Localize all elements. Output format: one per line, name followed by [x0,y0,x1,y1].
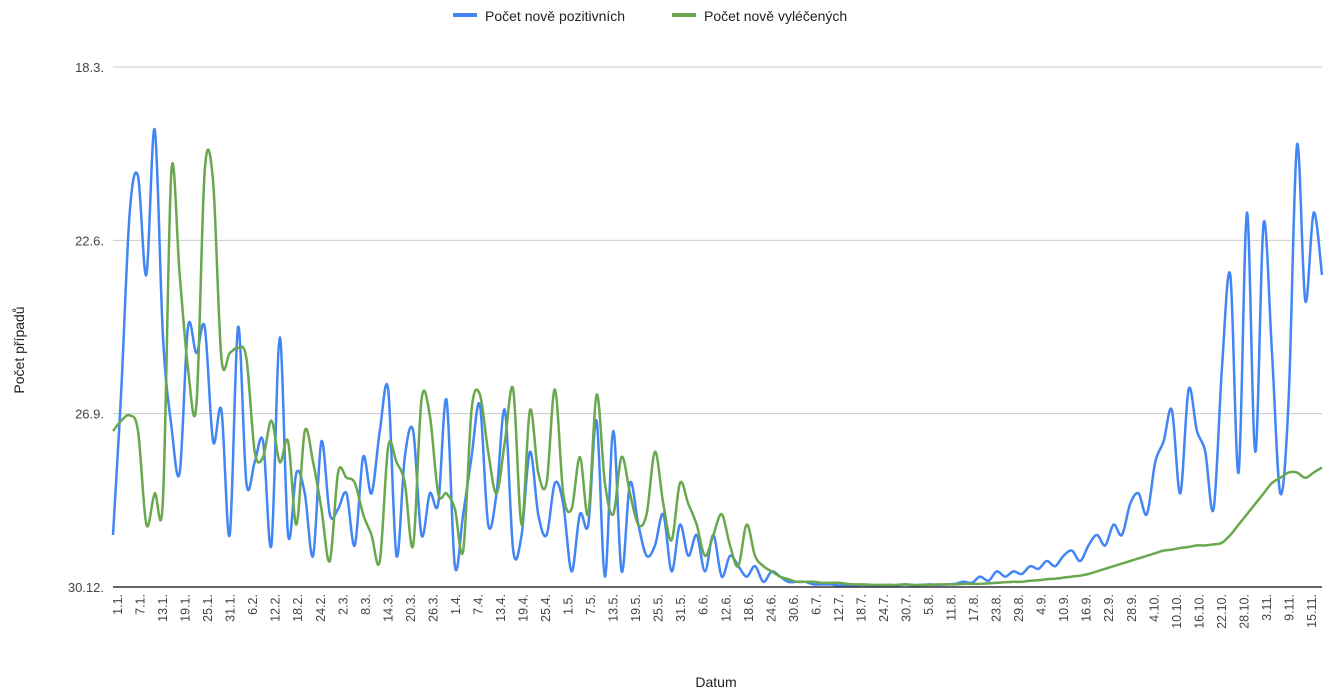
x-tick-label: 13.4. [494,594,508,622]
x-tick-label: 18.7. [854,594,868,622]
x-tick-label: 7.1. [134,594,148,615]
x-tick-label: 24.6. [764,594,778,622]
y-axis-tick-labels: 18.3. 22.6. 26.9. 30.12. [68,60,104,595]
x-tick-label: 7.5. [584,594,598,615]
x-tick-label: 30.6. [787,594,801,622]
legend-swatch-recovered [672,13,696,17]
legend-label-recovered: Počet nově vyléčených [704,8,847,24]
x-tick-label: 19.5. [629,594,643,622]
x-tick-label: 28.9. [1125,594,1139,622]
y-tick-label: 22.6. [75,233,104,248]
x-tick-label: 12.7. [832,594,846,622]
x-tick-label: 29.8. [1012,594,1026,622]
legend-label-positive: Počet nově pozitivních [485,8,625,24]
x-tick-label: 31.1. [224,594,238,622]
y-tick-label: 26.9. [75,407,104,422]
x-tick-label: 19.4. [517,594,531,622]
x-tick-label: 10.9. [1057,594,1071,622]
series-lines [111,128,1324,587]
x-tick-label: 6.2. [246,594,260,615]
x-tick-label: 12.6. [719,594,733,622]
x-tick-label: 19.1. [179,594,193,622]
y-tick-label: 30.12. [68,580,104,595]
x-tick-label: 17.8. [967,594,981,622]
x-tick-label: 26.3. [426,594,440,622]
y-tick-label: 18.3. [75,60,104,75]
x-tick-label: 30.7. [899,594,913,622]
x-axis-tick-labels: 1.1. 7.1. 13.1. 19.1. 25.1. 31.1. 6.2. 12.2. 18.… [111,594,1319,629]
legend-swatch-positive [453,13,477,17]
x-tick-label: 3.11. [1260,594,1274,621]
y-axis-title: Počet případů [11,306,27,393]
x-tick-label: 4.9. [1035,594,1049,615]
recovered-series-line [112,148,1323,587]
x-tick-label: 31.5. [674,594,688,622]
x-tick-label: 1.4. [449,594,463,615]
x-tick-label: 22.9. [1102,594,1116,622]
x-tick-label: 20.3. [404,594,418,622]
x-tick-label: 13.5. [607,594,621,622]
x-tick-label: 22.10. [1215,594,1229,629]
x-tick-label: 9.11. [1282,594,1296,621]
x-tick-label: 25.5. [652,594,666,622]
x-tick-label: 18.2. [291,594,305,622]
x-tick-label: 5.8. [922,594,936,615]
x-tick-label: 16.10. [1192,594,1206,629]
x-tick-label: 7.4. [471,594,485,615]
x-tick-label: 6.6. [697,594,711,615]
x-tick-label: 25.4. [539,594,553,622]
x-tick-label: 25.1. [201,594,215,622]
x-axis-title: Datum [695,674,736,690]
x-tick-label: 24.7. [877,594,891,622]
x-tick-label: 12.2. [269,594,283,622]
x-tick-label: 18.6. [742,594,756,622]
x-tick-label: 14.3. [381,594,395,622]
legend: Počet nově pozitivních Počet nově vyléče… [453,8,847,24]
x-tick-label: 23.8. [990,594,1004,622]
gridlines [113,66,1322,415]
x-tick-label: 6.7. [809,594,823,615]
x-tick-label: 28.10. [1237,594,1251,629]
x-tick-label: 16.9. [1080,594,1094,622]
x-tick-label: 11.8. [945,594,959,621]
x-tick-label: 2.3. [336,594,350,615]
x-tick-label: 10.10. [1170,594,1184,629]
x-tick-label: 1.5. [562,594,576,615]
x-tick-label: 1.1. [111,594,125,615]
x-tick-label: 8.3. [359,594,373,615]
x-tick-label: 24.2. [314,594,328,622]
x-tick-label: 15.11. [1305,594,1319,628]
x-tick-label: 13.1. [156,594,170,622]
x-tick-label: 4.10. [1147,594,1161,622]
